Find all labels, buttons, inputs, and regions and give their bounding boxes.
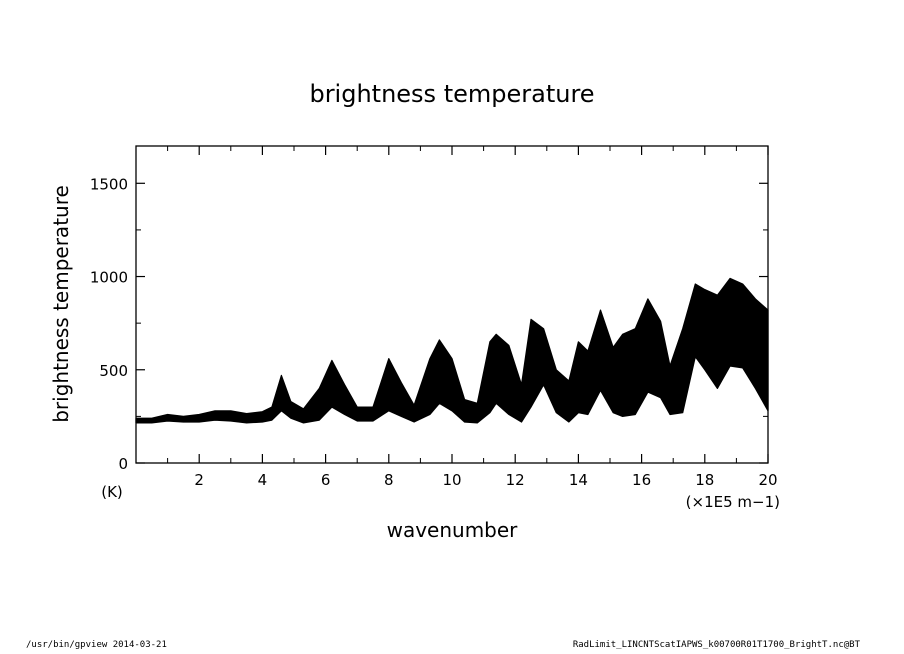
y-tick-label: 1000 <box>90 269 128 287</box>
x-tick-label: 14 <box>569 471 588 489</box>
y-unit-label: (K) <box>101 483 123 501</box>
footer-left: /usr/bin/gpview 2014-03-21 <box>26 640 167 650</box>
x-tick-label: 18 <box>695 471 714 489</box>
y-tick-label: 1500 <box>90 175 128 193</box>
x-tick-label: 20 <box>758 471 777 489</box>
data-series <box>135 277 769 424</box>
x-tick-label: 2 <box>194 471 204 489</box>
y-tick-label: 0 <box>118 455 128 473</box>
series-band-0 <box>135 277 769 424</box>
x-tick-label: 4 <box>258 471 268 489</box>
axis-ticks: 2 4 6 8 10 12 14 16 18 20 0 500 1000 1500 <box>90 146 778 489</box>
x-tick-label: 16 <box>632 471 651 489</box>
footer-right: RadLimit_LINCNTScatIAPWS_k00700R01T1700_… <box>572 640 860 650</box>
x-tick-label: 12 <box>506 471 525 489</box>
chart-title: brightness temperature <box>309 80 594 108</box>
y-tick-label: 500 <box>99 362 128 380</box>
x-tick-label: 6 <box>321 471 331 489</box>
x-axis-label: wavenumber <box>387 518 519 542</box>
x-tick-label: 8 <box>384 471 394 489</box>
x-unit-label: (×1E5 m−1) <box>686 493 780 511</box>
y-axis-label: brightness temperature <box>49 185 73 423</box>
x-tick-label: 10 <box>442 471 461 489</box>
